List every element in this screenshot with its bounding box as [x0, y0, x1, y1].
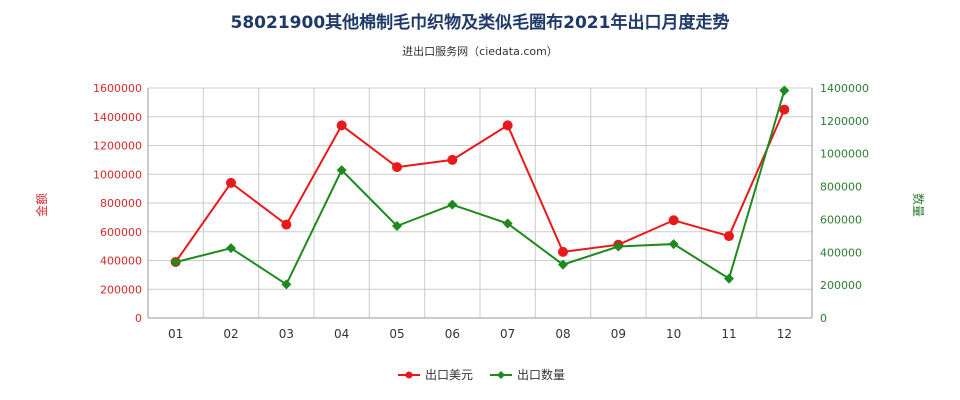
left-axis-title: 金额: [34, 193, 49, 217]
left-axis-tick-label: 400000: [100, 255, 142, 268]
data-point-usd: [447, 154, 458, 165]
data-point-quantity: [502, 218, 513, 229]
x-axis-tick-label: 01: [168, 327, 183, 341]
data-point-quantity: [336, 165, 347, 176]
right-axis-title: 数量: [911, 193, 926, 217]
data-point-quantity: [668, 239, 679, 250]
chart-subtitle: 进出口服务网（ciedata.com）: [402, 45, 558, 58]
left-axis-tick-label: 1600000: [93, 82, 142, 95]
data-point-quantity: [170, 257, 181, 268]
x-axis-tick-label: 12: [777, 327, 792, 341]
chart-title: 58021900其他棉制毛巾织物及类似毛圈布2021年出口月度走势: [230, 13, 730, 33]
x-axis-tick-label: 06: [445, 327, 460, 341]
data-point-usd: [724, 231, 734, 242]
x-axis-tick-label: 02: [223, 327, 238, 341]
left-axis-tick-label: 1000000: [93, 168, 142, 181]
series-line-2: [175, 90, 786, 286]
x-axis-tick-label: 05: [389, 327, 404, 341]
right-axis-tick-label: 200000: [820, 279, 862, 292]
data-point-quantity: [226, 243, 236, 254]
right-axis-tick-label: 1000000: [820, 148, 869, 161]
left-axis-tick-label: 600000: [100, 226, 142, 239]
data-point-quantity: [779, 85, 790, 96]
series-line-1: [174, 109, 786, 263]
legend-label-1: 出口美元: [425, 368, 473, 382]
data-point-usd: [558, 246, 568, 257]
x-axis-tick-label: 08: [555, 327, 570, 341]
data-point-usd: [226, 177, 236, 188]
data-point-usd: [392, 162, 402, 173]
x-axis-tick-label: 11: [721, 327, 736, 341]
x-axis-tick-label: 03: [279, 327, 294, 341]
data-point-usd: [336, 120, 347, 131]
legend-marker-quantity: [497, 371, 505, 379]
data-point-quantity: [724, 273, 734, 284]
right-axis-tick-label: 800000: [820, 181, 862, 194]
left-axis-tick-label: 1200000: [93, 140, 142, 153]
data-point-quantity: [392, 221, 402, 231]
left-axis-tick-label: 1400000: [93, 111, 142, 124]
x-axis-tick-label: 07: [500, 327, 515, 341]
data-point-usd: [281, 219, 292, 230]
legend-marker-usd: [405, 371, 413, 379]
right-axis-tick-label: 1200000: [820, 115, 869, 128]
left-axis-tick-label: 0: [135, 312, 142, 325]
data-point-usd: [779, 104, 790, 115]
right-axis-tick-label: 1400000: [820, 82, 869, 95]
data-point-quantity: [447, 199, 458, 210]
data-point-usd: [668, 215, 679, 226]
left-axis-tick-label: 800000: [100, 197, 142, 210]
right-axis-tick-label: 400000: [820, 246, 862, 259]
x-axis-tick-label: 04: [334, 327, 349, 341]
x-axis-tick-label: 10: [666, 327, 681, 341]
legend-label-2: 出口数量: [517, 367, 565, 382]
data-point-usd: [502, 120, 513, 131]
right-axis-tick-label: 600000: [820, 213, 862, 226]
left-axis-tick-label: 200000: [100, 283, 142, 296]
data-point-quantity: [558, 259, 568, 270]
x-axis-tick-label: 09: [611, 327, 626, 341]
data-point-quantity: [613, 241, 624, 252]
data-point-quantity: [281, 279, 292, 290]
right-axis-tick-label: 0: [820, 312, 827, 325]
